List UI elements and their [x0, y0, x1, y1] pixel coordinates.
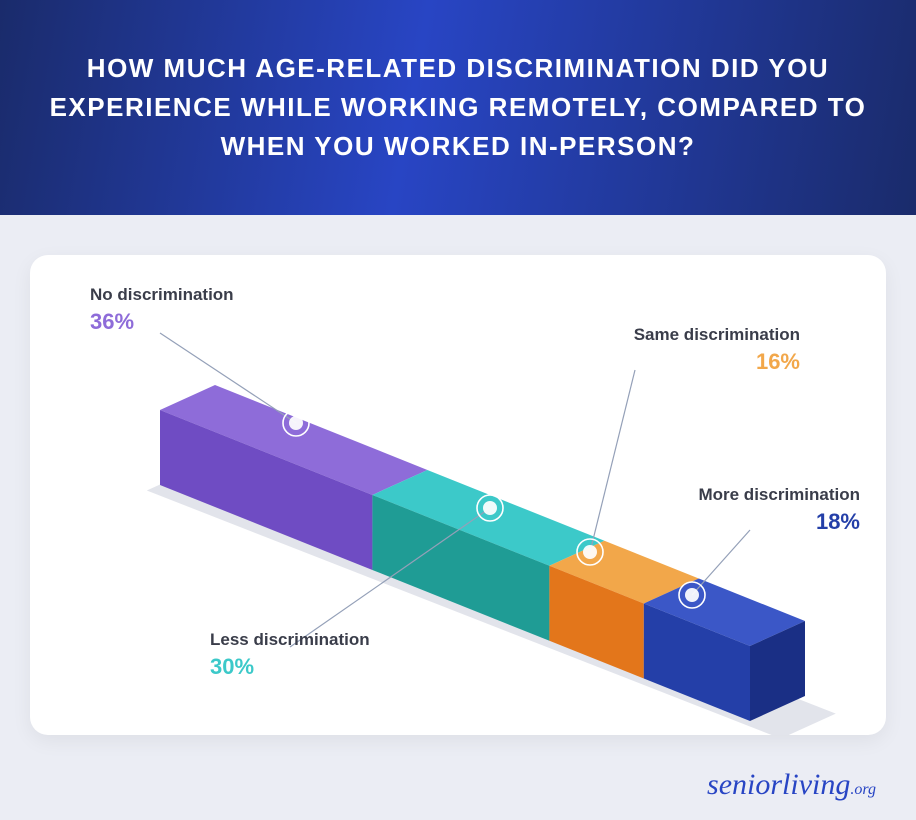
marker-dot-2 [583, 545, 597, 559]
marker-dot-3 [685, 588, 699, 602]
marker-dot-1 [483, 501, 497, 515]
brand-suffix: .org [850, 781, 876, 798]
marker-dot-0 [289, 416, 303, 430]
segment-label-value: 36% [90, 309, 320, 335]
segment-label-value: 30% [210, 654, 440, 680]
segment-label-title: Less discrimination [210, 630, 440, 650]
header-banner: HOW MUCH AGE-RELATED DISCRIMINATION DID … [0, 0, 916, 215]
segment-label-1: Less discrimination 30% [210, 630, 440, 680]
segment-label-title: Same discrimination [570, 325, 800, 345]
page-title: HOW MUCH AGE-RELATED DISCRIMINATION DID … [40, 49, 876, 166]
segment-label-2: Same discrimination 16% [570, 325, 800, 375]
callout-line-2 [590, 370, 635, 552]
segment-label-value: 16% [570, 349, 800, 375]
segment-label-title: More discrimination [630, 485, 860, 505]
segment-label-value: 18% [630, 509, 860, 535]
segment-label-title: No discrimination [90, 285, 320, 305]
brand-name: seniorliving [707, 768, 850, 801]
chart-card: No discrimination 36% Less discrimination 3… [30, 255, 886, 735]
segment-label-0: No discrimination 36% [90, 285, 320, 335]
footer-brand: seniorliving.org [707, 768, 876, 802]
segment-label-3: More discrimination 18% [630, 485, 860, 535]
